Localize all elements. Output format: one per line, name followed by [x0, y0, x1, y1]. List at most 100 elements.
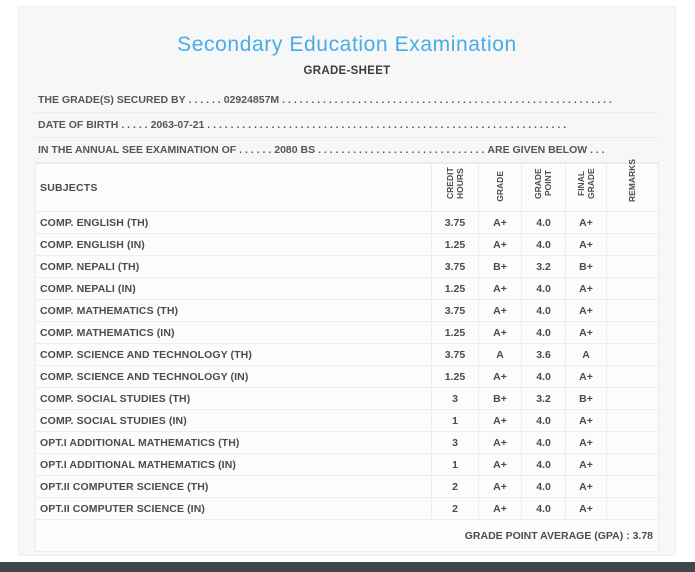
final-grade-cell: A+	[565, 299, 607, 322]
credit-hours-cell: 3	[431, 387, 479, 410]
column-header-subjects: SUBJECTS	[35, 163, 432, 212]
grade-cell: A+	[478, 431, 522, 454]
detail-label: DATE OF BIRTH	[38, 119, 119, 131]
grade-cell: A+	[478, 277, 522, 300]
table-row: COMP. SCIENCE AND TECHNOLOGY (IN) 1.25 A…	[35, 365, 659, 388]
remarks-cell	[606, 387, 659, 410]
grade-cell: A+	[478, 211, 522, 234]
table-row: OPT.I ADDITIONAL MATHEMATICS (TH) 3 A+ 4…	[35, 431, 659, 454]
remarks-cell	[606, 343, 659, 366]
table-row: COMP. ENGLISH (TH) 3.75 A+ 4.0 A+	[35, 211, 659, 234]
subject-cell: OPT.II COMPUTER SCIENCE (TH)	[35, 475, 432, 498]
detail-label: IN THE ANNUAL SEE EXAMINATION OF	[38, 144, 237, 156]
final-grade-cell: A+	[565, 475, 607, 498]
rotated-header-text: CREDIT HOURS	[444, 167, 465, 200]
credit-hours-cell: 3.75	[431, 299, 479, 322]
table-row: OPT.II COMPUTER SCIENCE (IN) 2 A+ 4.0 A+	[35, 497, 659, 520]
remarks-cell	[606, 233, 659, 256]
rotated-header-text: GRADE	[494, 171, 505, 202]
dotted-filler: . . . . . . . . . . . . . . . . . . . . …	[318, 144, 485, 156]
grade-cell: A+	[478, 299, 522, 322]
credit-hours-cell: 3.75	[431, 211, 479, 234]
remarks-cell	[606, 299, 659, 322]
detail-row-exam-year: IN THE ANNUAL SEE EXAMINATION OF . . . . …	[35, 138, 659, 163]
table-row: COMP. ENGLISH (IN) 1.25 A+ 4.0 A+	[35, 233, 659, 256]
table-row: COMP. MATHEMATICS (IN) 1.25 A+ 4.0 A+	[35, 321, 659, 344]
table-row: OPT.II COMPUTER SCIENCE (TH) 2 A+ 4.0 A+	[35, 475, 659, 498]
grade-sheet-card: Secondary Education Examination GRADE-SH…	[18, 6, 676, 556]
grade-cell: A+	[478, 409, 522, 432]
grade-cell: A+	[478, 453, 522, 476]
final-grade-cell: A+	[565, 321, 607, 344]
dotted-filler: . . . . . .	[188, 94, 221, 106]
grade-point-cell: 4.0	[521, 409, 566, 432]
table-row: COMP. NEPALI (TH) 3.75 B+ 3.2 B+	[35, 255, 659, 278]
subject-cell: COMP. ENGLISH (IN)	[35, 233, 432, 256]
candidate-details: THE GRADE(S) SECURED BY. . . . . . 029248…	[35, 88, 659, 163]
column-header-credit-hours: CREDIT HOURS	[431, 163, 479, 212]
detail-label: THE GRADE(S) SECURED BY	[38, 94, 186, 106]
page-title: Secondary Education Examination	[177, 33, 517, 56]
table-row: COMP. SOCIAL STUDIES (IN) 1 A+ 4.0 A+	[35, 409, 659, 432]
symbol-number-value: 02924857M	[223, 94, 280, 106]
sheet-subtitle: GRADE-SHEET	[303, 65, 391, 77]
final-grade-cell: B+	[565, 255, 607, 278]
credit-hours-cell: 3.75	[431, 255, 479, 278]
final-grade-cell: A+	[565, 233, 607, 256]
final-grade-cell: A+	[565, 431, 607, 454]
subject-cell: COMP. SCIENCE AND TECHNOLOGY (IN)	[35, 365, 432, 388]
grade-cell: A+	[478, 233, 522, 256]
column-header-remarks: REMARKS	[606, 159, 659, 212]
subject-cell: COMP. SOCIAL STUDIES (TH)	[35, 387, 432, 410]
remarks-cell	[606, 321, 659, 344]
remarks-cell	[606, 211, 659, 234]
credit-hours-cell: 1	[431, 409, 479, 432]
credit-hours-cell: 3.75	[431, 343, 479, 366]
final-grade-cell: A+	[565, 277, 607, 300]
grade-point-cell: 4.0	[521, 299, 566, 322]
table-row: COMP. SOCIAL STUDIES (TH) 3 B+ 3.2 B+	[35, 387, 659, 410]
grade-cell: B+	[478, 387, 522, 410]
final-grade-cell: A+	[565, 409, 607, 432]
remarks-cell	[606, 277, 659, 300]
remarks-cell	[606, 453, 659, 476]
remarks-cell	[606, 365, 659, 388]
dotted-filler: . . . . . . . . . . . . . . . . . . . . …	[207, 119, 567, 131]
grade-table-footer: GRADE POINT AVERAGE (GPA) : 3.78	[35, 519, 659, 552]
detail-suffix: ARE GIVEN BELOW . . .	[487, 144, 605, 156]
grade-table: SUBJECTS CREDIT HOURS GRADE GRADE POINT …	[35, 159, 659, 552]
subject-cell: COMP. NEPALI (IN)	[35, 277, 432, 300]
grade-point-cell: 4.0	[521, 211, 566, 234]
column-header-final-grade: FINAL GRADE	[565, 163, 607, 212]
grade-cell: A	[478, 343, 522, 366]
table-row: COMP. NEPALI (IN) 1.25 A+ 4.0 A+	[35, 277, 659, 300]
subject-cell: COMP. ENGLISH (TH)	[35, 211, 432, 234]
subject-cell: OPT.II COMPUTER SCIENCE (IN)	[35, 497, 432, 520]
credit-hours-cell: 2	[431, 475, 479, 498]
grade-table-body: COMP. ENGLISH (TH) 3.75 A+ 4.0 A+ COMP. …	[35, 211, 659, 520]
grade-point-cell: 3.2	[521, 255, 566, 278]
final-grade-cell: A+	[565, 365, 607, 388]
column-header-grade: GRADE	[478, 163, 522, 212]
table-row: OPT.I ADDITIONAL MATHEMATICS (IN) 1 A+ 4…	[35, 453, 659, 476]
credit-hours-cell: 1.25	[431, 233, 479, 256]
grade-cell: B+	[478, 255, 522, 278]
subject-cell: COMP. MATHEMATICS (IN)	[35, 321, 432, 344]
subject-cell: COMP. SOCIAL STUDIES (IN)	[35, 409, 432, 432]
credit-hours-cell: 1.25	[431, 277, 479, 300]
gpa-value: 3.78	[632, 529, 653, 542]
subject-cell: OPT.I ADDITIONAL MATHEMATICS (IN)	[35, 453, 432, 476]
credit-hours-cell: 2	[431, 497, 479, 520]
subject-cell: COMP. SCIENCE AND TECHNOLOGY (TH)	[35, 343, 432, 366]
subject-cell: COMP. MATHEMATICS (TH)	[35, 299, 432, 322]
grade-point-cell: 4.0	[521, 497, 566, 520]
rotated-header-text: FINAL GRADE	[575, 168, 596, 199]
rotated-header-text: GRADE POINT	[533, 168, 554, 199]
grade-cell: A+	[478, 475, 522, 498]
credit-hours-cell: 3	[431, 431, 479, 454]
gpa-row: GRADE POINT AVERAGE (GPA) : 3.78	[35, 519, 659, 552]
dotted-filler: . . . . . . . . . . . . . . . . . . . . …	[282, 94, 612, 106]
exam-year-value: 2080 BS	[274, 144, 316, 156]
dotted-filler: . . . . .	[121, 119, 148, 131]
gpa-label: GRADE POINT AVERAGE (GPA) :	[464, 529, 630, 542]
